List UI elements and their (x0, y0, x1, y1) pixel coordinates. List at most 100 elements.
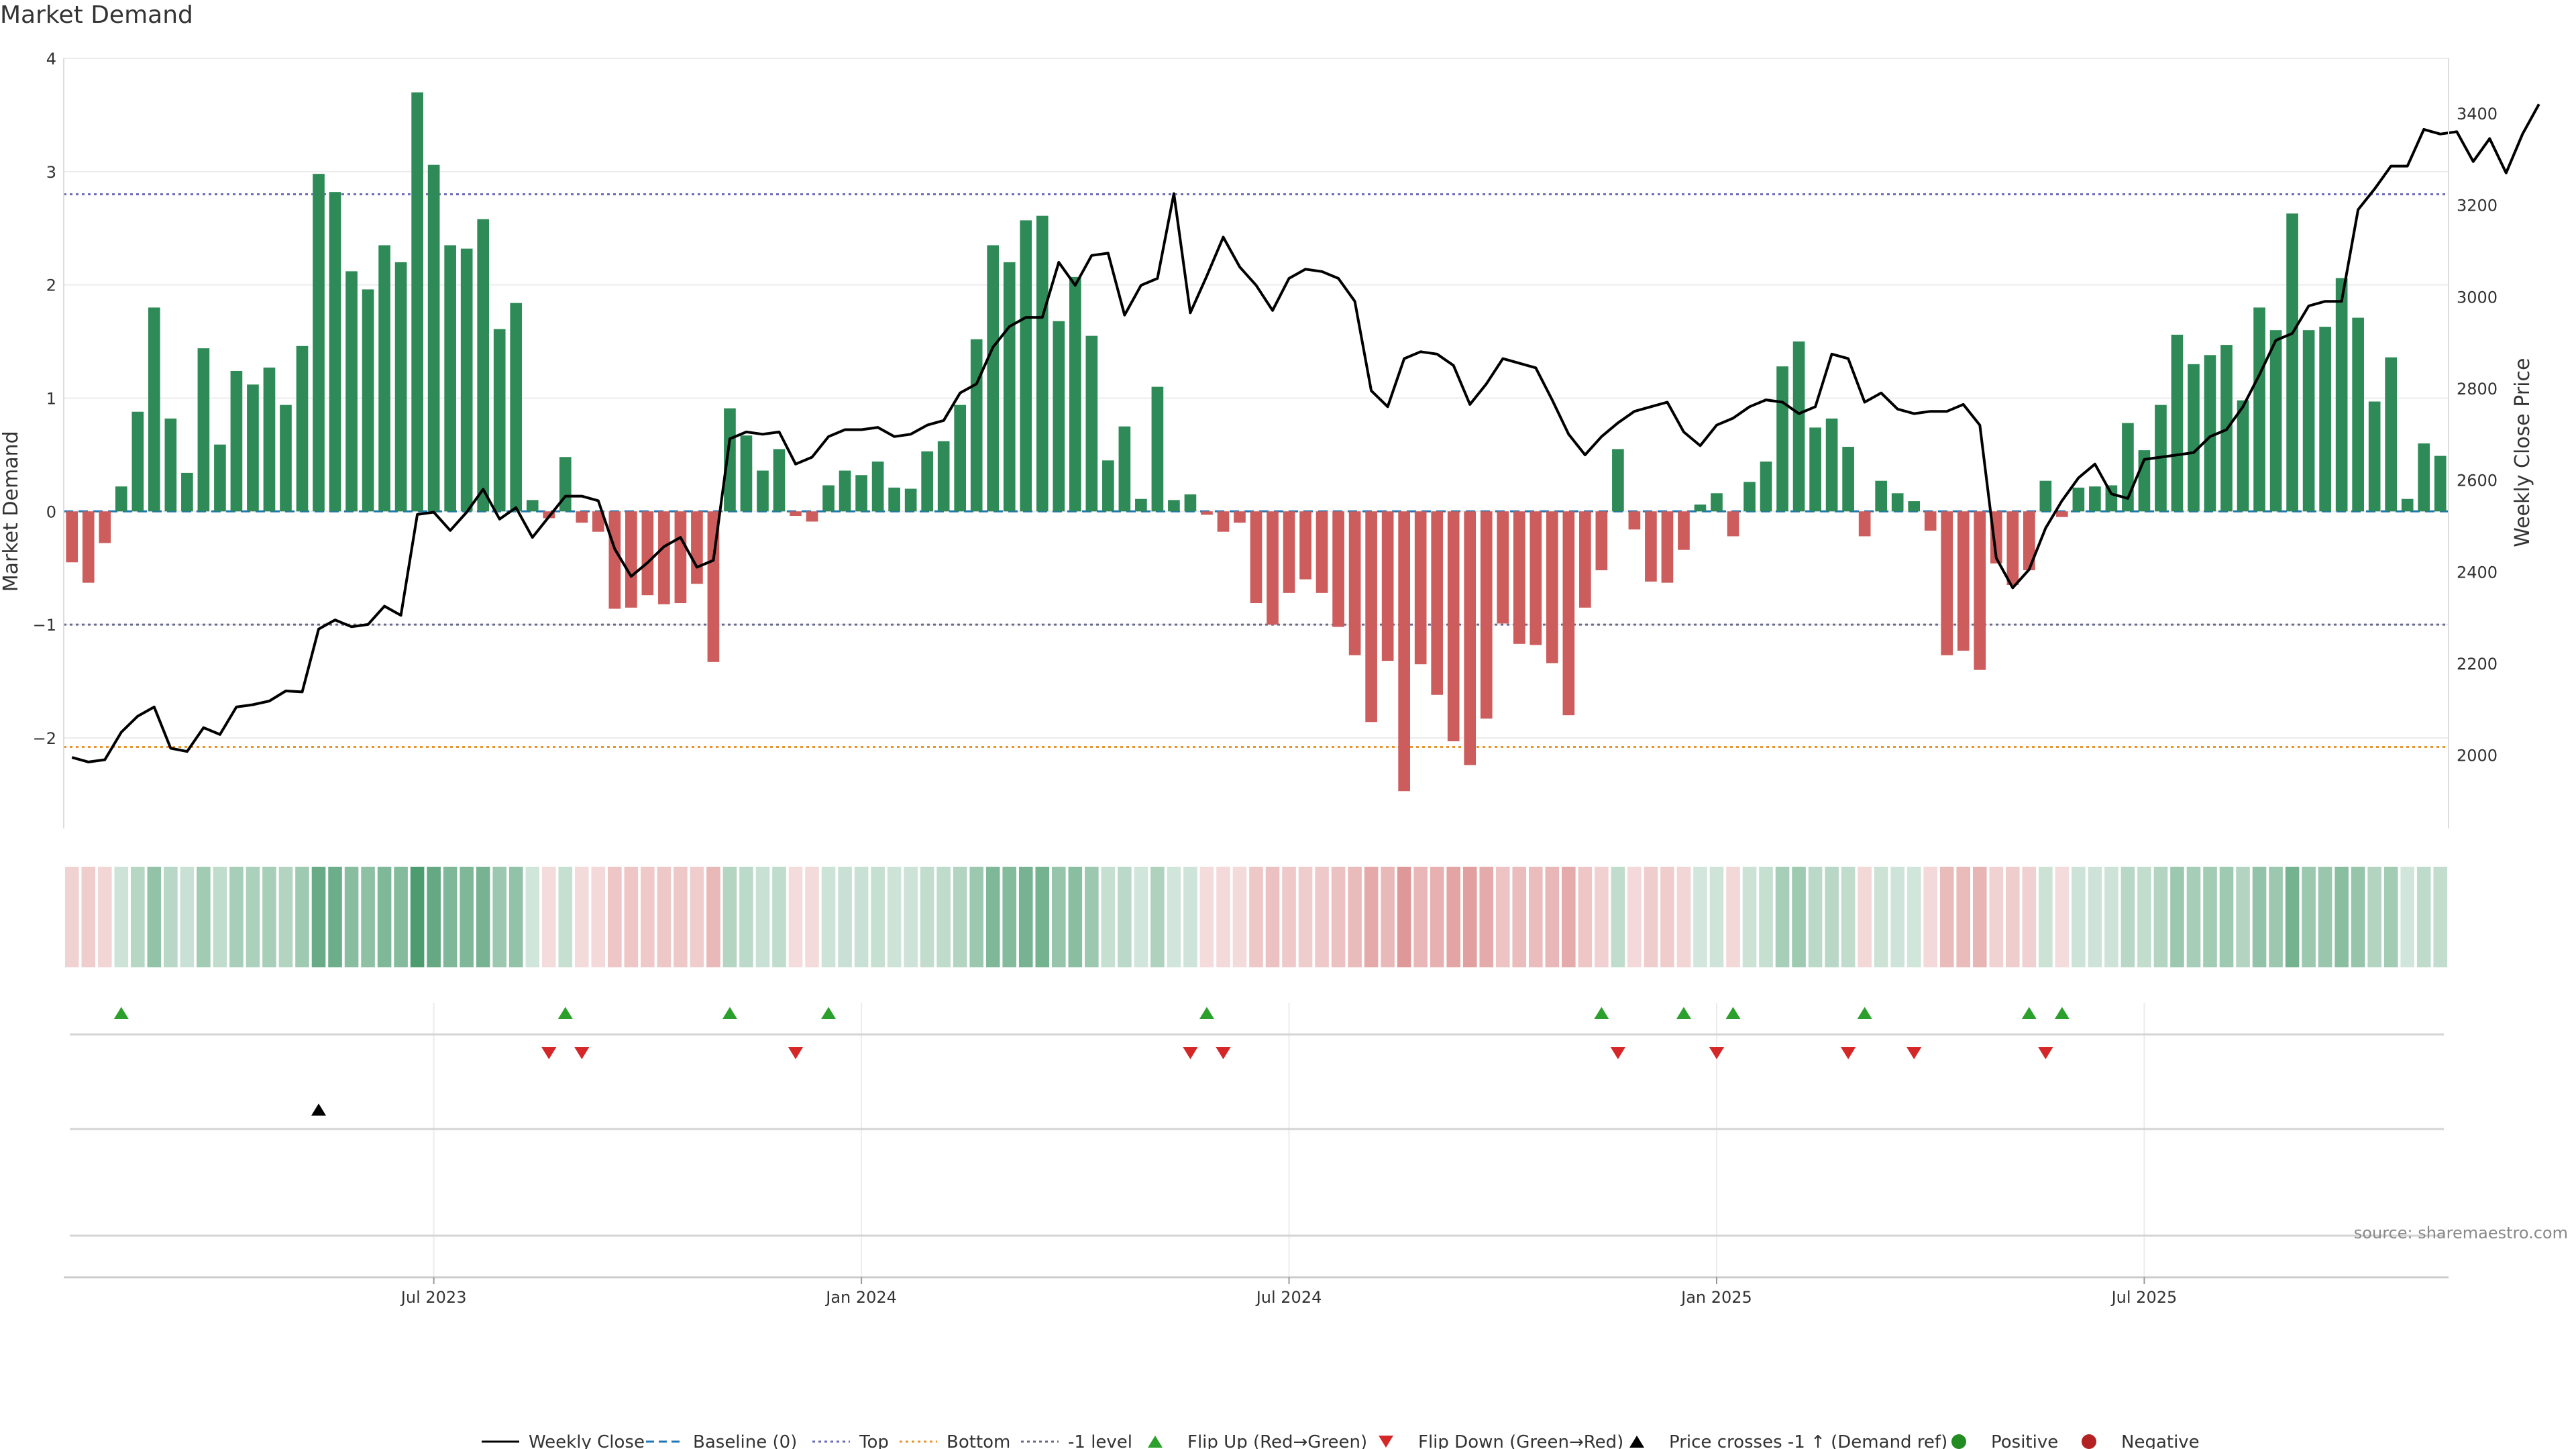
legend-item: Weekly Close (482, 1432, 645, 1449)
heat-cell (1939, 867, 1954, 967)
y-left-tick-label: 0 (46, 502, 56, 521)
demand-bar-positive (164, 418, 177, 512)
demand-bar-positive (904, 488, 917, 512)
demand-bar-positive (460, 248, 473, 512)
demand-bar-negative (1529, 511, 1542, 645)
heat-cell (1035, 867, 1050, 967)
heat-cell (2088, 867, 2102, 967)
demand-bar-positive (1612, 449, 1624, 512)
heat-cell (706, 867, 720, 967)
heat-cell (229, 867, 244, 967)
heat-cell (1923, 867, 1938, 967)
heat-cell (871, 867, 885, 967)
heat-cell (1495, 867, 1510, 967)
demand-bar-positive (1135, 498, 1147, 512)
heat-cell (180, 867, 195, 967)
chart-title: Market Demand (0, 1, 193, 29)
heat-cell (1808, 867, 1823, 967)
legend-item: Price crosses -1 ↑ (Demand ref) (1629, 1432, 1947, 1449)
heat-strip (64, 867, 2448, 967)
legend-item: Flip Up (Red→Green) (1148, 1432, 1367, 1449)
demand-bar-positive (2401, 498, 2414, 512)
heat-cell (1660, 867, 1674, 967)
demand-bar-positive (2368, 401, 2381, 512)
demand-bar-positive (526, 500, 539, 512)
demand-bar-positive (1908, 501, 1921, 512)
demand-bar-negative (1579, 511, 1591, 608)
demand-bar-positive (2253, 307, 2265, 512)
heat-cell (657, 867, 672, 967)
demand-bar-positive (313, 174, 325, 512)
y-left-tick-label: −2 (33, 729, 56, 748)
demand-bar-positive (2089, 486, 2101, 512)
heat-cell (969, 867, 984, 967)
demand-bar-positive (296, 345, 309, 512)
legend-label: -1 level (1068, 1432, 1132, 1449)
demand-bar-negative (1464, 511, 1477, 765)
heat-cell (2219, 867, 2234, 967)
heat-cell (2104, 867, 2118, 967)
demand-bar-positive (493, 329, 506, 512)
heat-cell (1167, 867, 1181, 967)
heat-cell (2137, 867, 2151, 967)
heat-cell (854, 867, 869, 967)
demand-bar-positive (937, 441, 950, 512)
demand-bar-positive (2335, 278, 2348, 512)
flip-up-marker (1594, 1007, 1609, 1019)
demand-bar-negative (1595, 511, 1608, 571)
heat-cell (443, 867, 458, 967)
demand-bar-positive (2204, 355, 2216, 512)
heat-cell (1348, 867, 1362, 967)
axes-layer: 4 3 2 1 0 −1 −2 3400 3200 3000 2800 2600 2400 2200 200… (0, 50, 2534, 828)
flip-up-marker (1676, 1007, 1691, 1019)
heat-cell (1199, 867, 1214, 967)
demand-bar-positive (740, 435, 753, 512)
legend-item: -1 level (1021, 1432, 1132, 1449)
demand-bar-negative (1546, 511, 1558, 663)
heat-cell (2005, 867, 2020, 967)
heat-cell (641, 867, 655, 967)
flip-down-marker (788, 1047, 804, 1059)
demand-bar-positive (1102, 460, 1114, 512)
x-axis: Jul 2023 Jan 2024 Jul 2024 Jan 2025 Jul 2025 (64, 1276, 2449, 1307)
demand-bar-positive (773, 449, 786, 512)
demand-bar-positive (247, 384, 259, 512)
demand-bar-negative (1497, 511, 1509, 624)
demand-bar-positive (954, 405, 967, 512)
demand-bar-positive (2434, 455, 2447, 512)
y-left-axis-label: Market Demand (0, 431, 23, 592)
demand-bar-positive (839, 470, 851, 512)
legend-swatch-flip-down (1379, 1436, 1393, 1448)
demand-bar-positive (378, 245, 390, 512)
heat-cell (460, 867, 474, 967)
demand-bar-negative (625, 511, 637, 608)
demand-bar-positive (888, 487, 900, 512)
heat-cell (1051, 867, 1066, 967)
demand-bar-negative (1941, 511, 1953, 655)
demand-bar-negative (1957, 511, 1970, 651)
heat-cell (1578, 867, 1593, 967)
heat-cell (1611, 867, 1625, 967)
demand-bar-positive (2319, 327, 2331, 512)
heat-cell (262, 867, 276, 967)
y-left-tick-label: 1 (46, 389, 56, 408)
demand-bar-positive (181, 472, 193, 512)
demand-bar-positive (1184, 494, 1197, 512)
heat-cell (1331, 867, 1346, 967)
demand-bar-positive (263, 367, 276, 512)
heat-cell (394, 867, 408, 967)
y-right-tick-label: 2200 (2457, 655, 2498, 674)
flip-down-marker (1610, 1047, 1625, 1059)
heat-cell (2055, 867, 2070, 967)
demand-bar-negative (1299, 511, 1311, 580)
demand-bar-positive (757, 470, 769, 512)
y-left-tick-label: 4 (46, 50, 56, 68)
flip-up-marker (2021, 1007, 2037, 1019)
price-layer (71, 103, 2540, 763)
demand-bar-positive (411, 92, 423, 512)
legend-label: Positive (1991, 1432, 2058, 1449)
demand-bar-positive (345, 271, 358, 512)
source-note: source: sharemaestro.com (2354, 1224, 2568, 1242)
y-right-tick-label: 2800 (2457, 380, 2498, 398)
legend-swatch-flip-up (1148, 1436, 1163, 1448)
